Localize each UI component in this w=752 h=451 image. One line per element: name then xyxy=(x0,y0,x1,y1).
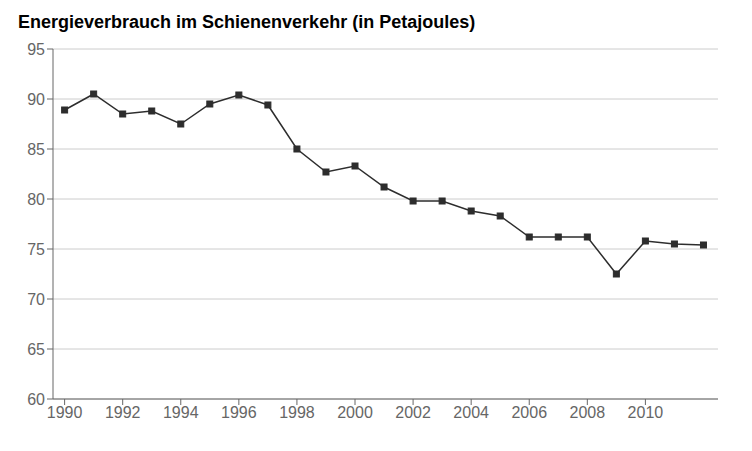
html-text:Energieverbrauch im Schienenve: Energieverbrauch im Schienenverkehr (in … xyxy=(18,12,476,32)
svg-text:65: 65 xyxy=(27,341,45,358)
svg-text:1998: 1998 xyxy=(279,404,315,421)
svg-text:1994: 1994 xyxy=(163,404,199,421)
svg-text:85: 85 xyxy=(27,141,45,158)
svg-text:2010: 2010 xyxy=(628,404,664,421)
svg-text:2004: 2004 xyxy=(453,404,489,421)
svg-text:2006: 2006 xyxy=(511,404,547,421)
svg-text:70: 70 xyxy=(27,291,45,308)
svg-text:1990: 1990 xyxy=(47,404,83,421)
svg-text:60: 60 xyxy=(27,391,45,408)
svg-text:1992: 1992 xyxy=(105,404,141,421)
svg-text:95: 95 xyxy=(27,41,45,58)
svg-text:75: 75 xyxy=(27,241,45,258)
svg-text:80: 80 xyxy=(27,191,45,208)
svg-text:2008: 2008 xyxy=(570,404,606,421)
svg-text:1996: 1996 xyxy=(221,404,257,421)
svg-text:90: 90 xyxy=(27,91,45,108)
svg-text:2002: 2002 xyxy=(395,404,431,421)
svg-text:2000: 2000 xyxy=(337,404,373,421)
